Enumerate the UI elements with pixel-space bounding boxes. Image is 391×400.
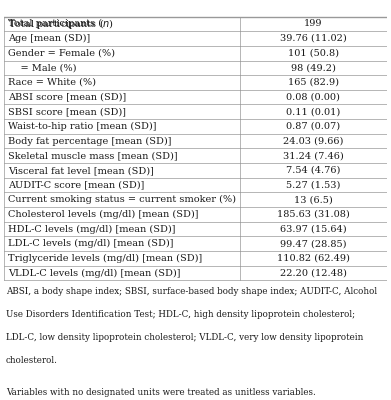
Text: 98 (49.2): 98 (49.2): [291, 63, 336, 72]
Text: 0.87 (0.07): 0.87 (0.07): [286, 122, 341, 131]
Text: Use Disorders Identification Test; HDL-C, high density lipoprotein cholesterol;: Use Disorders Identification Test; HDL-C…: [6, 310, 355, 319]
Text: ABSI score [mean (SD)]: ABSI score [mean (SD)]: [8, 93, 126, 102]
Text: 0.08 (0.00): 0.08 (0.00): [286, 93, 340, 102]
Text: Skeletal muscle mass [mean (SD)]: Skeletal muscle mass [mean (SD)]: [8, 151, 178, 160]
Text: Race = White (%): Race = White (%): [8, 78, 96, 87]
Text: 39.76 (11.02): 39.76 (11.02): [280, 34, 347, 43]
Text: 5.27 (1.53): 5.27 (1.53): [286, 180, 341, 190]
Text: 31.24 (7.46): 31.24 (7.46): [283, 151, 344, 160]
Text: Visceral fat level [mean (SD)]: Visceral fat level [mean (SD)]: [8, 166, 154, 175]
Text: Age [mean (SD)]: Age [mean (SD)]: [8, 34, 90, 43]
Text: Waist-to-hip ratio [mean (SD)]: Waist-to-hip ratio [mean (SD)]: [8, 122, 156, 131]
Text: Cholesterol levels (mg/dl) [mean (SD)]: Cholesterol levels (mg/dl) [mean (SD)]: [8, 210, 198, 219]
Text: ABSI, a body shape index; SBSI, surface-based body shape index; AUDIT-C, Alcohol: ABSI, a body shape index; SBSI, surface-…: [6, 288, 377, 296]
Text: 24.03 (9.66): 24.03 (9.66): [283, 137, 344, 146]
Text: 0.11 (0.01): 0.11 (0.01): [286, 107, 341, 116]
Text: Gender = Female (%): Gender = Female (%): [8, 49, 115, 58]
Text: 22.20 (12.48): 22.20 (12.48): [280, 268, 347, 278]
Text: cholesterol.: cholesterol.: [6, 356, 58, 365]
Text: SBSI score [mean (SD)]: SBSI score [mean (SD)]: [8, 107, 126, 116]
Text: Total participants (: Total participants (: [8, 19, 102, 28]
Text: 110.82 (62.49): 110.82 (62.49): [277, 254, 350, 263]
Text: LDL-C, low density lipoprotein cholesterol; VLDL-C, very low density lipoprotein: LDL-C, low density lipoprotein cholester…: [6, 333, 363, 342]
Text: 99.47 (28.85): 99.47 (28.85): [280, 239, 346, 248]
Text: 199: 199: [304, 19, 323, 28]
Text: 101 (50.8): 101 (50.8): [288, 49, 339, 58]
Text: VLDL-C levels (mg/dl) [mean (SD)]: VLDL-C levels (mg/dl) [mean (SD)]: [8, 268, 180, 278]
Text: 63.97 (15.64): 63.97 (15.64): [280, 224, 347, 234]
Text: AUDIT-C score [mean (SD)]: AUDIT-C score [mean (SD)]: [8, 180, 144, 190]
Text: Body fat percentage [mean (SD)]: Body fat percentage [mean (SD)]: [8, 136, 171, 146]
Text: Total participants ($n$): Total participants ($n$): [8, 17, 114, 31]
Text: Triglyceride levels (mg/dl) [mean (SD)]: Triglyceride levels (mg/dl) [mean (SD)]: [8, 254, 202, 263]
Text: 7.54 (4.76): 7.54 (4.76): [286, 166, 341, 175]
Text: = Male (%): = Male (%): [8, 63, 76, 72]
Text: LDL-C levels (mg/dl) [mean (SD)]: LDL-C levels (mg/dl) [mean (SD)]: [8, 239, 173, 248]
Text: 165 (82.9): 165 (82.9): [288, 78, 339, 87]
Text: HDL-C levels (mg/dl) [mean (SD)]: HDL-C levels (mg/dl) [mean (SD)]: [8, 224, 175, 234]
Text: Current smoking status = current smoker (%): Current smoking status = current smoker …: [8, 195, 236, 204]
Text: Variables with no designated units were treated as unitless variables.: Variables with no designated units were …: [6, 388, 316, 397]
Text: 13 (6.5): 13 (6.5): [294, 195, 333, 204]
Text: 185.63 (31.08): 185.63 (31.08): [277, 210, 350, 219]
